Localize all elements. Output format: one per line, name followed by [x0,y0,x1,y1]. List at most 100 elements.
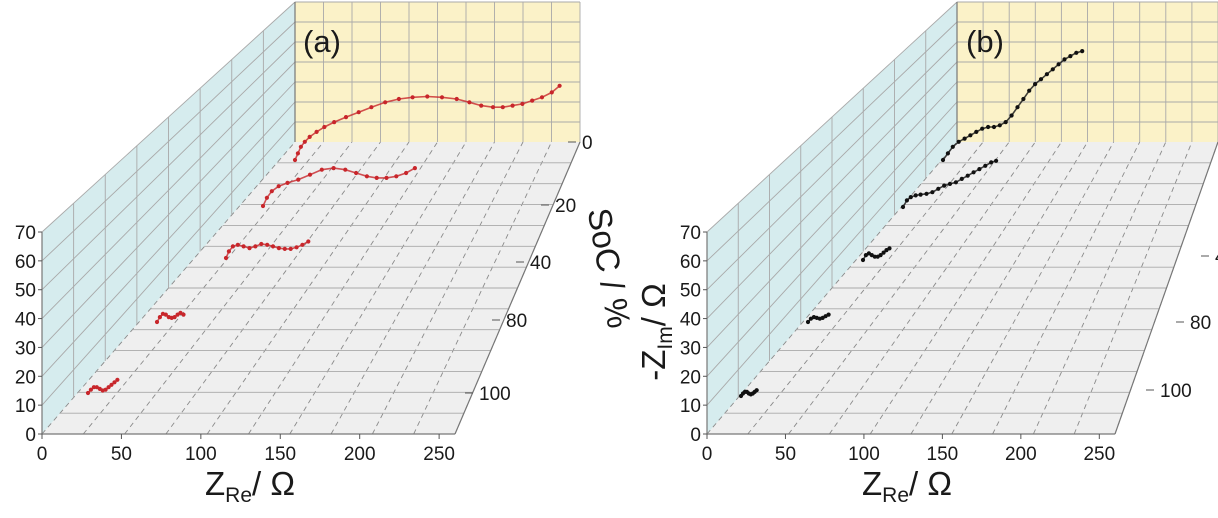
data-point [276,246,281,251]
y-tick-label: 40 [15,310,36,331]
data-point [259,241,264,247]
x-tick-label: 250 [423,444,455,465]
data-point [454,96,459,102]
soc-axis-title: SoC / % [581,205,638,331]
soc-axis-line [454,141,581,435]
data-point [306,239,311,244]
data-point [962,136,967,141]
soc-tick-label: 40 [1215,247,1218,268]
data-point [945,151,951,156]
data-point [109,382,114,387]
soc-tick-label: 20 [555,196,576,217]
y-tick-label: 40 [680,310,701,331]
data-point [115,377,120,382]
data-point [298,144,303,149]
data-point [439,95,445,100]
data-point [530,98,535,103]
data-point [296,177,301,182]
data-point [85,390,91,396]
data-point [936,186,941,191]
data-point [881,250,886,255]
data-point [154,319,160,325]
data-point [112,380,117,385]
x-tick-label: 0 [702,444,713,465]
y-tick-label: 30 [15,338,36,359]
y-tick-label: 60 [15,252,36,273]
data-point [343,115,349,120]
data-point [276,184,281,189]
data-point [302,139,307,144]
data-point [965,173,970,178]
x-axis-title-sub: Re [882,484,909,507]
y-axis-title-sub: Im [654,326,677,349]
data-point [520,101,525,106]
data-point [91,385,96,390]
data-point [374,175,379,180]
y-tick-label: 10 [15,396,36,417]
x-axis-title-unit: / Ω [252,465,295,502]
data-point [510,103,515,108]
data-point [942,183,947,188]
data-point [253,244,258,249]
y-tick-label: 60 [680,252,701,273]
data-point [479,103,484,108]
soc-tick-label: 100 [1160,381,1192,402]
y-tick-label: 50 [680,281,701,302]
data-point [549,90,554,95]
x-tick-label: 200 [1005,444,1037,465]
data-point [860,257,866,263]
data-point [343,167,348,172]
data-point [1038,77,1044,82]
data-point [924,191,929,196]
data-point [956,139,961,144]
soc-tick-label: 80 [1190,313,1211,334]
data-point [269,189,274,194]
soc-axis-line [1114,141,1218,435]
x-axis-title: ZRe/ Ω [862,465,952,507]
data-point [364,174,369,179]
data-point [235,242,240,247]
data-point [980,126,985,131]
panel-b-chart: 0501001502002500102030405060704080100ZRe… [635,1,1218,507]
y-tick-label: 50 [15,281,36,302]
data-point [282,246,287,251]
panel-a-chart: 0 50 100 150 200 250 0 10 20 30 40 50 60 70 0 20 40 80 100… [15,1,638,507]
data-point [425,94,430,99]
data-point [930,190,935,195]
data-point [181,312,186,317]
data-point [1056,62,1061,67]
x-axis-title-main: Z [205,465,225,502]
data-point [997,123,1002,128]
x-tick-label: 150 [264,444,296,465]
x-tick-label: 100 [185,444,217,465]
x-tick-label: 50 [111,444,132,465]
floor-depth-gridline [124,141,353,435]
data-point [354,170,359,176]
x-axis-title: ZRe/ Ω [205,465,295,507]
soc-tick-label: 40 [530,253,551,274]
data-point [904,198,910,203]
y-axis-title-main: -Z [635,350,672,381]
data-point [994,158,999,163]
floor-depth-gridline [829,141,1036,435]
data-point [1044,72,1049,77]
data-point [913,193,918,198]
data-point [412,166,417,171]
y-tick-label: 30 [680,338,701,359]
data-point [285,180,290,185]
x-tick-label: 50 [775,444,796,465]
data-point [307,172,313,177]
y-tick-label: 0 [25,425,36,446]
data-point [383,100,388,105]
data-point [226,249,231,254]
data-point [940,157,946,163]
data-point [394,174,399,179]
data-point [396,96,401,102]
data-point [172,315,177,320]
data-point [265,242,270,247]
data-point [754,388,759,393]
data-point [247,246,252,251]
y-axis-title-unit: / Ω [635,283,672,326]
data-point [500,105,505,110]
